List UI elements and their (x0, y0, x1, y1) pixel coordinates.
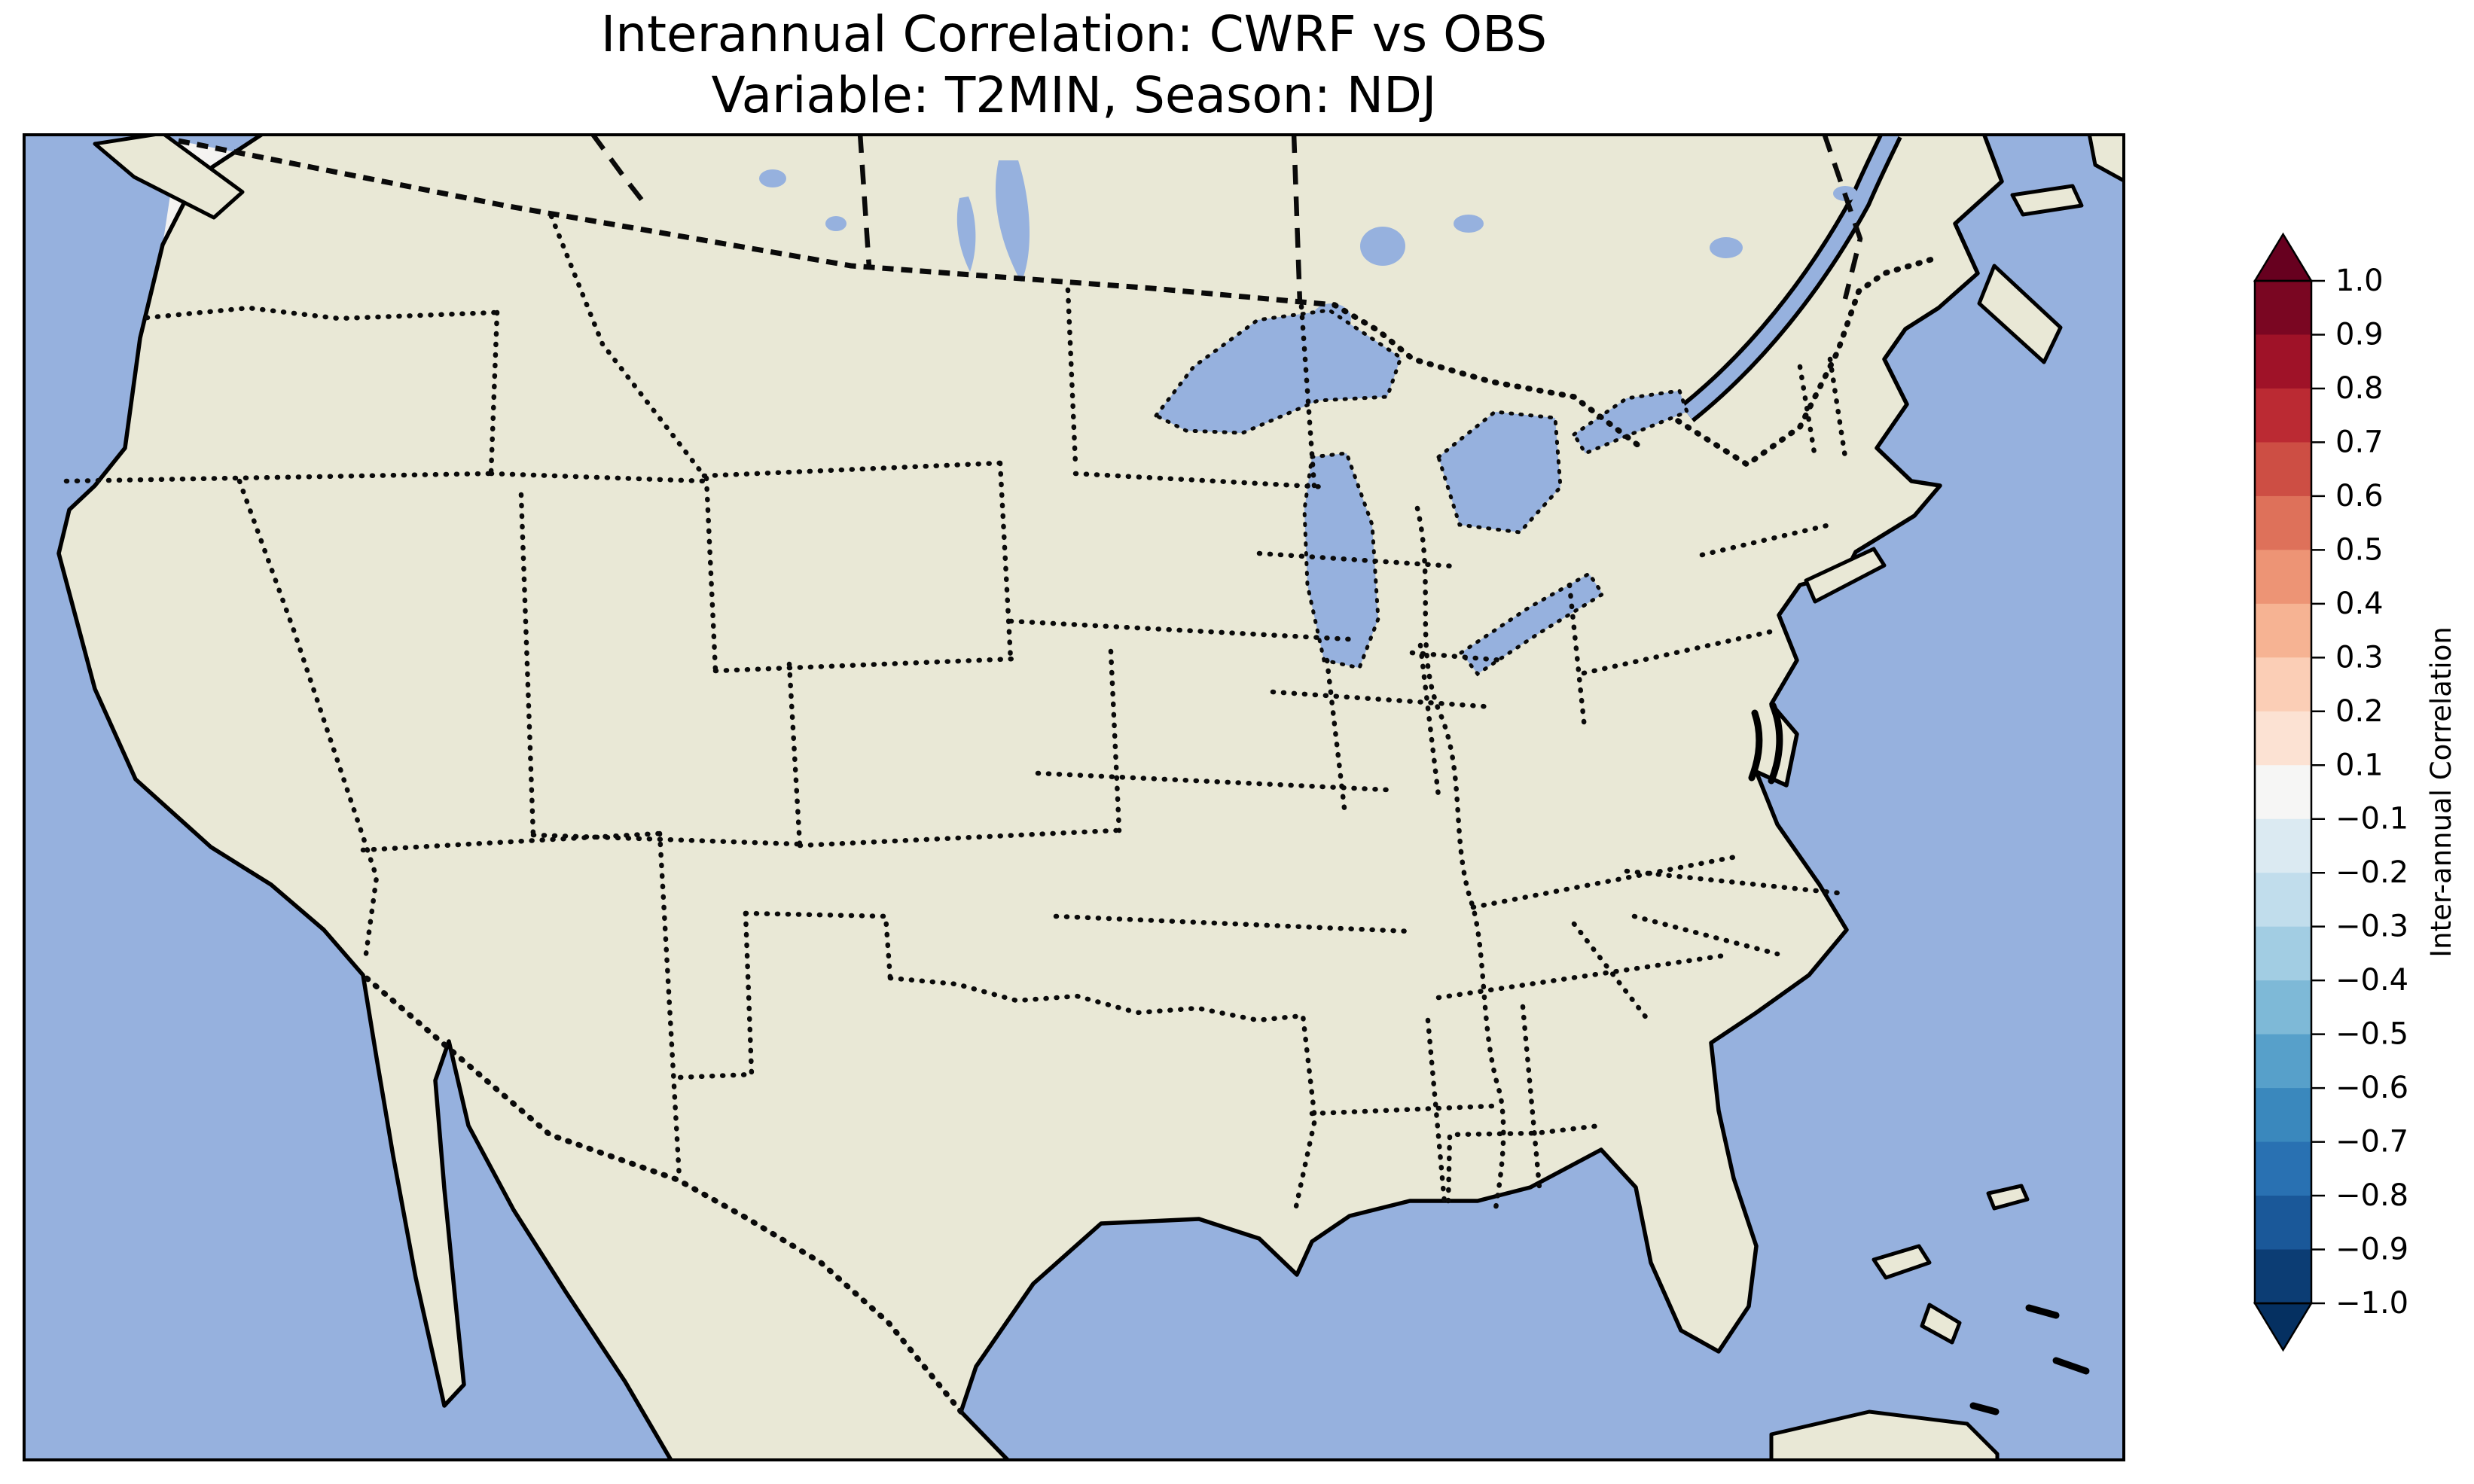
map-figure (23, 133, 2125, 1461)
colorbar-tick-label: −0.7 (2335, 1125, 2408, 1159)
colorbar-tick-label: −0.9 (2335, 1233, 2408, 1267)
bahamas-islands (1872, 1184, 2090, 1415)
colorbar-panel: 1.0 0.9 0.8 0.7 0.6 0.5 0.4 0.3 0.2 0.1 −0.1 −0.2 −0… (2228, 211, 2474, 1385)
colorbar-segment (2255, 388, 2311, 443)
colorbar-tick-label: 0.8 (2335, 371, 2384, 406)
lake-ontario (1571, 389, 1690, 456)
province-borders (590, 133, 1863, 304)
us-mexico-border (360, 972, 964, 1415)
colorbar-segment (2255, 603, 2311, 658)
colorbar-segment (2255, 818, 2311, 873)
colorbar-tick-label: −0.2 (2335, 855, 2408, 890)
colorbar-tick-label: −0.8 (2335, 1178, 2408, 1213)
us-canada-border (178, 138, 1335, 308)
colorbar-tick-label: −0.3 (2335, 910, 2408, 944)
chesapeake-bay-inlets (1748, 702, 1783, 785)
colorbar-tick-label: −0.1 (2335, 802, 2408, 836)
colorbar-segment (2255, 334, 2311, 389)
colorbar-tick-label: 0.7 (2335, 425, 2384, 459)
colorbar-tick-label: 0.6 (2335, 479, 2384, 513)
colorbar-segment (2255, 711, 2311, 766)
colorbar-tick-label: 0.4 (2335, 587, 2384, 621)
colorbar-segment (2255, 1141, 2311, 1196)
colorbar-segment (2255, 1249, 2311, 1304)
colorbar-tick-label: 0.9 (2335, 317, 2384, 352)
lake-huron (1436, 410, 1563, 535)
great-lakes (1153, 308, 1690, 677)
colorbar-segment (2255, 281, 2311, 335)
newfoundland (2087, 133, 2125, 184)
colorbar-segments (2255, 281, 2311, 1304)
lake-erie (1458, 571, 1606, 677)
title-line-1: Interannual Correlation: CWRF vs OBS (600, 5, 1548, 63)
colorbar-segment (2255, 495, 2311, 550)
colorbar-segment (2255, 765, 2311, 820)
colorbar-segment (2255, 550, 2311, 605)
lake-michigan (1302, 451, 1380, 670)
cuba (1769, 1409, 2000, 1461)
lake-superior (1153, 308, 1403, 435)
colorbar-segment (2255, 926, 2311, 981)
colorbar-segment (2255, 873, 2311, 928)
state-borders (63, 213, 1848, 1213)
colorbar-tick-label: −1.0 (2335, 1286, 2408, 1321)
colorbar-tick-label: 0.3 (2335, 640, 2384, 675)
colorbar-segment (2255, 1088, 2311, 1143)
colorbar-segment (2255, 980, 2311, 1035)
colorbar-tick-label: 0.5 (2335, 532, 2384, 567)
nova-scotia (1977, 264, 2063, 364)
colorbar-axis-label: Inter-annual Correlation (2425, 626, 2457, 958)
colorbar-tick-label: 0.2 (2335, 694, 2384, 729)
canada-lakes (759, 160, 1857, 334)
colorbar-segment (2255, 1034, 2311, 1089)
colorbar-over-arrow (2253, 232, 2314, 282)
colorbar-tick-label: −0.4 (2335, 963, 2408, 998)
map-frame (23, 133, 2125, 1461)
map-panel (23, 133, 2125, 1461)
colorbar-tick-label: −0.5 (2335, 1017, 2408, 1052)
prince-edward-island (2010, 184, 2084, 217)
long-island (1804, 547, 1887, 604)
colorbar-tick-label: 0.1 (2335, 748, 2384, 782)
colorbar-segment (2255, 1196, 2311, 1251)
colorbar-segment (2255, 657, 2311, 712)
colorbar-tick-label: −0.6 (2335, 1071, 2408, 1105)
colorbar-ticks: 1.0 0.9 0.8 0.7 0.6 0.5 0.4 0.3 0.2 0.1 −0.1 −0.2 −0… (2311, 264, 2408, 1321)
colorbar-tick-label: 1.0 (2335, 264, 2384, 298)
colorbar-under-arrow (2253, 1302, 2314, 1352)
st-lawrence-river (1679, 133, 1902, 422)
colorbar-outline (2253, 279, 2313, 1305)
colorbar-segment (2255, 442, 2311, 497)
colorbar: 1.0 0.9 0.8 0.7 0.6 0.5 0.4 0.3 0.2 0.1 −0.1 −0.2 −0… (2253, 232, 2457, 1352)
title-line-2: Variable: T2MIN, Season: NDJ (711, 66, 1437, 124)
figure-title: Interannual Correlation: CWRF vs OBS Var… (23, 5, 2125, 126)
national-borders (178, 138, 1939, 1415)
